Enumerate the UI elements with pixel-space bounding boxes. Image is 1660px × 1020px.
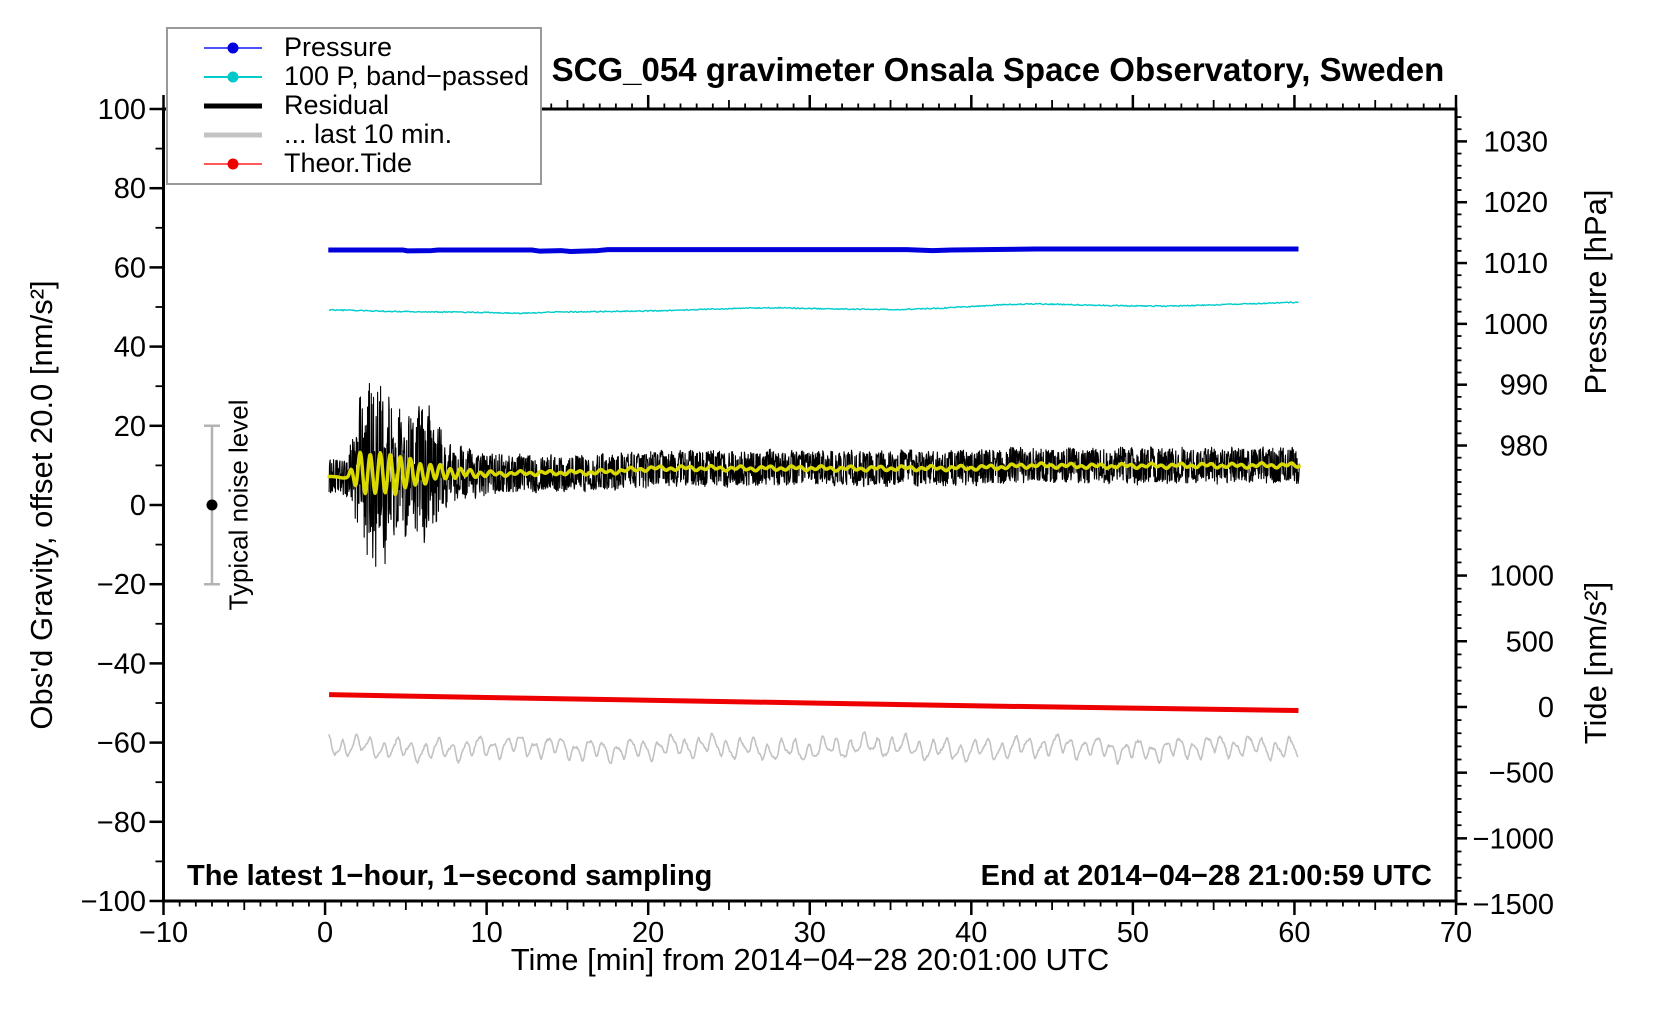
svg-text:−100: −100 — [81, 886, 146, 918]
legend-item-residual: Residual — [168, 90, 540, 120]
last10-line-icon — [204, 120, 262, 149]
svg-text:30: 30 — [794, 917, 826, 949]
legend-label: Residual — [284, 90, 390, 120]
band-passed-line-icon — [204, 62, 262, 91]
legend-item-tide: Theor.Tide — [168, 148, 540, 178]
svg-text:1000: 1000 — [1483, 309, 1548, 341]
svg-text:70: 70 — [1440, 917, 1472, 949]
svg-text:−1500: −1500 — [1473, 889, 1554, 921]
y-axis-label-tide: Tide [nm/s²] — [1578, 581, 1613, 745]
svg-text:60: 60 — [1278, 917, 1310, 949]
svg-text:100: 100 — [98, 94, 146, 126]
svg-text:1020: 1020 — [1483, 187, 1548, 219]
tide-line-icon — [204, 149, 262, 178]
y-axis-label-pressure: Pressure [hPa] — [1578, 189, 1613, 395]
svg-text:−80: −80 — [97, 807, 146, 839]
svg-text:0: 0 — [317, 917, 333, 949]
svg-text:−60: −60 — [97, 728, 146, 760]
sampling-annotation: The latest 1−hour, 1−second sampling — [187, 860, 713, 892]
legend-item-pressure: Pressure — [168, 32, 540, 62]
svg-text:−1000: −1000 — [1473, 823, 1554, 855]
svg-text:0: 0 — [1538, 692, 1554, 724]
svg-text:−40: −40 — [97, 648, 146, 680]
legend-label: Pressure — [284, 32, 393, 62]
legend: Pressure 100 P, band−passed Residual ...… — [166, 27, 542, 185]
legend-item-band-passed: 100 P, band−passed — [168, 61, 540, 91]
svg-text:20: 20 — [632, 917, 664, 949]
svg-text:80: 80 — [114, 173, 146, 205]
x-axis-label: Time [min] from 2014−04−28 20:01:00 UTC — [510, 942, 1110, 977]
svg-text:60: 60 — [114, 252, 146, 284]
svg-text:10: 10 — [470, 917, 502, 949]
residual-line-icon — [204, 91, 262, 120]
svg-text:40: 40 — [955, 917, 987, 949]
svg-text:50: 50 — [1117, 917, 1149, 949]
legend-label: ... last 10 min. — [284, 119, 453, 149]
svg-text:−500: −500 — [1489, 758, 1554, 790]
svg-text:500: 500 — [1506, 626, 1554, 658]
legend-label: 100 P, band−passed — [284, 61, 529, 91]
legend-item-last10: ... last 10 min. — [168, 119, 540, 149]
end-time-annotation: End at 2014−04−28 21:00:59 UTC — [980, 860, 1432, 892]
svg-text:1010: 1010 — [1483, 248, 1548, 280]
svg-text:1000: 1000 — [1489, 561, 1554, 593]
svg-text:20: 20 — [114, 411, 146, 443]
noise-level-label: Typical noise level — [223, 399, 254, 611]
pressure-line-icon — [204, 33, 262, 62]
svg-text:−10: −10 — [139, 917, 188, 949]
svg-text:−20: −20 — [97, 569, 146, 601]
page-title: SCG_054 gravimeter Onsala Space Observat… — [551, 51, 1445, 88]
svg-text:980: 980 — [1500, 431, 1548, 463]
svg-text:0: 0 — [130, 490, 146, 522]
svg-text:40: 40 — [114, 332, 146, 364]
svg-text:990: 990 — [1500, 370, 1548, 402]
legend-label: Theor.Tide — [284, 148, 413, 178]
svg-text:1030: 1030 — [1483, 126, 1548, 158]
y-axis-label-left: Obs'd Gravity, offset 20.0 [nm/s²] — [24, 280, 59, 730]
